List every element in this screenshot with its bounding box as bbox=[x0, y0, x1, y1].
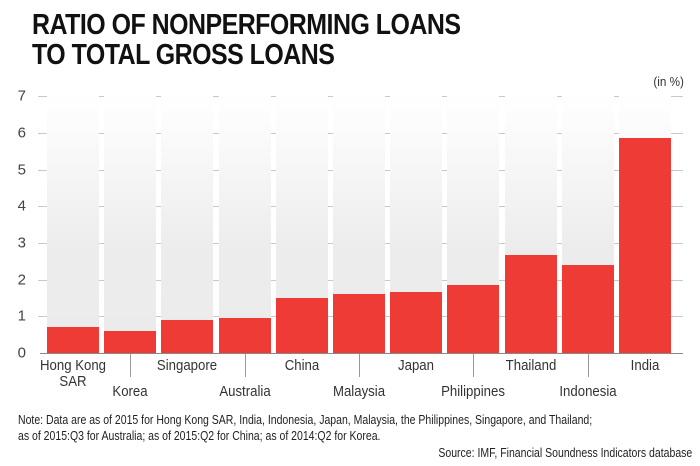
x-axis-label: Singapore bbox=[139, 358, 236, 374]
bar-malaysia bbox=[333, 294, 385, 353]
x-axis-label: China bbox=[254, 358, 351, 374]
y-axis-tick-label: 3 bbox=[17, 234, 26, 252]
x-axis-label: Korea bbox=[82, 384, 179, 400]
x-axis-label: Japan bbox=[368, 358, 465, 374]
bar-thailand bbox=[505, 255, 557, 353]
y-axis-tick-label: 5 bbox=[17, 161, 26, 178]
x-axis-label-line-1: Philippines bbox=[441, 383, 505, 400]
x-axis-tick bbox=[588, 354, 589, 377]
x-axis-label-line-1: Korea bbox=[112, 383, 148, 400]
y-axis-tick-label: 2 bbox=[17, 271, 26, 289]
x-axis-label: India bbox=[597, 358, 694, 374]
y-axis-tick-label: 4 bbox=[17, 197, 26, 215]
source-credit: Source: IMF, Financial Soundness Indicat… bbox=[438, 446, 692, 460]
x-axis-label: Indonesia bbox=[540, 384, 637, 400]
chart-title-line-1: RATIO OF NONPERFORMING LOANS bbox=[32, 9, 461, 41]
column-background bbox=[161, 96, 213, 353]
column-background bbox=[104, 96, 156, 353]
bar-india bbox=[619, 138, 671, 353]
x-axis-label: Malaysia bbox=[311, 384, 408, 400]
bar-korea bbox=[104, 330, 156, 353]
x-axis-label: Hong Kong SAR bbox=[25, 358, 122, 390]
y-axis-tick-label: 1 bbox=[17, 307, 26, 325]
x-axis-tick bbox=[473, 354, 474, 377]
x-axis-label: Thailand bbox=[483, 358, 580, 374]
x-axis-tick bbox=[245, 354, 246, 377]
bar-japan bbox=[390, 292, 442, 353]
chart-title-line-2: TO TOTAL GROSS LOANS bbox=[32, 39, 335, 71]
x-axis-label-line-1: Australia bbox=[219, 383, 271, 400]
x-axis-label: Australia bbox=[197, 384, 294, 400]
chart-title: RATIO OF NONPERFORMING LOANS TO TOTAL GR… bbox=[32, 9, 461, 71]
bar-australia bbox=[219, 318, 271, 353]
x-axis-label-line-1: China bbox=[284, 357, 320, 374]
x-axis-tick bbox=[130, 354, 131, 377]
bar-china bbox=[276, 297, 328, 353]
x-axis-label-line-1: Hong Kong bbox=[39, 357, 107, 374]
bar-philippines bbox=[447, 285, 499, 353]
x-axis-label-line-2: SAR bbox=[59, 373, 87, 390]
unit-label: (in %) bbox=[653, 74, 684, 89]
footnote-line-1: Note: Data are as of 2015 for Hong Kong … bbox=[18, 413, 593, 427]
column-background bbox=[47, 96, 99, 353]
bar-singapore bbox=[161, 319, 213, 353]
bar-indonesia bbox=[562, 264, 614, 353]
x-axis-label-line-1: Thailand bbox=[505, 357, 557, 374]
x-axis-label-line-1: Malaysia bbox=[332, 383, 386, 400]
x-axis-label-line-1: India bbox=[630, 357, 660, 374]
x-axis-label-line-1: Indonesia bbox=[559, 383, 617, 400]
x-axis-label-line-1: Singapore bbox=[156, 357, 218, 374]
x-axis-label: Philippines bbox=[425, 384, 522, 400]
footnote-line-2: as of 2015:Q3 for Australia; as of 2015:… bbox=[18, 429, 381, 443]
x-axis-tick bbox=[359, 354, 360, 377]
y-axis-tick-label: 7 bbox=[17, 87, 26, 105]
footnote: Note: Data are as of 2015 for Hong Kong … bbox=[18, 412, 673, 444]
bar-hong-kong-sar bbox=[47, 327, 99, 353]
column-background bbox=[219, 96, 271, 353]
x-axis-label-line-1: Japan bbox=[398, 357, 434, 374]
x-axis-line bbox=[40, 353, 683, 354]
y-axis-tick-label: 6 bbox=[17, 124, 26, 142]
y-axis-tick-label: 0 bbox=[17, 344, 26, 362]
